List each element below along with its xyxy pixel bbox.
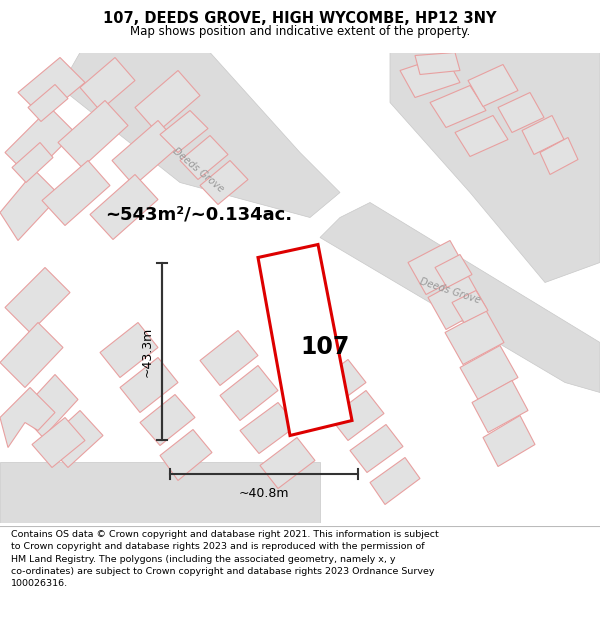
Polygon shape — [12, 142, 53, 182]
Polygon shape — [415, 52, 460, 74]
Polygon shape — [200, 331, 258, 386]
Polygon shape — [28, 84, 68, 121]
Polygon shape — [370, 458, 420, 504]
Polygon shape — [455, 116, 508, 156]
Text: Deeds Grove: Deeds Grove — [170, 146, 226, 194]
Text: 107, DEEDS GROVE, HIGH WYCOMBE, HP12 3NY: 107, DEEDS GROVE, HIGH WYCOMBE, HP12 3NY — [103, 11, 497, 26]
Text: Contains OS data © Crown copyright and database right 2021. This information is : Contains OS data © Crown copyright and d… — [11, 530, 439, 588]
Polygon shape — [430, 86, 486, 127]
Text: ~40.8m: ~40.8m — [239, 488, 289, 501]
Polygon shape — [180, 136, 228, 179]
Polygon shape — [320, 202, 600, 392]
Text: ~543m²/~0.134ac.: ~543m²/~0.134ac. — [105, 206, 292, 224]
Polygon shape — [472, 381, 528, 432]
Polygon shape — [140, 394, 195, 446]
Polygon shape — [100, 322, 158, 378]
Polygon shape — [445, 311, 504, 364]
Polygon shape — [90, 174, 158, 239]
Polygon shape — [483, 416, 535, 466]
Polygon shape — [80, 58, 135, 111]
Polygon shape — [240, 402, 297, 454]
Polygon shape — [0, 462, 320, 522]
Polygon shape — [0, 388, 55, 448]
Polygon shape — [435, 254, 472, 288]
Polygon shape — [112, 121, 180, 186]
Polygon shape — [540, 138, 578, 174]
Polygon shape — [390, 52, 600, 282]
Polygon shape — [58, 101, 128, 168]
Polygon shape — [220, 366, 278, 421]
Polygon shape — [452, 291, 488, 322]
Polygon shape — [260, 438, 315, 489]
Polygon shape — [330, 391, 384, 441]
Text: Map shows position and indicative extent of the property.: Map shows position and indicative extent… — [130, 25, 470, 38]
Polygon shape — [60, 52, 340, 217]
Polygon shape — [135, 71, 200, 132]
Polygon shape — [20, 374, 78, 438]
Polygon shape — [400, 56, 460, 98]
Polygon shape — [5, 107, 75, 177]
Polygon shape — [258, 244, 352, 436]
Polygon shape — [18, 58, 85, 118]
Polygon shape — [120, 357, 178, 412]
Polygon shape — [5, 268, 70, 332]
Polygon shape — [160, 111, 208, 152]
Text: Deeds Grove: Deeds Grove — [418, 276, 482, 305]
Polygon shape — [468, 64, 518, 106]
Polygon shape — [200, 161, 248, 204]
Text: ~43.3m: ~43.3m — [141, 326, 154, 377]
Polygon shape — [0, 322, 63, 388]
Polygon shape — [460, 346, 518, 399]
Polygon shape — [498, 92, 544, 132]
Polygon shape — [310, 359, 366, 411]
Polygon shape — [350, 424, 403, 472]
Polygon shape — [160, 429, 212, 481]
Polygon shape — [0, 171, 60, 241]
Polygon shape — [42, 161, 110, 226]
Polygon shape — [45, 411, 103, 468]
Polygon shape — [32, 418, 85, 468]
Polygon shape — [408, 241, 468, 294]
Text: 107: 107 — [301, 336, 350, 359]
Polygon shape — [522, 116, 564, 154]
Polygon shape — [428, 276, 486, 329]
